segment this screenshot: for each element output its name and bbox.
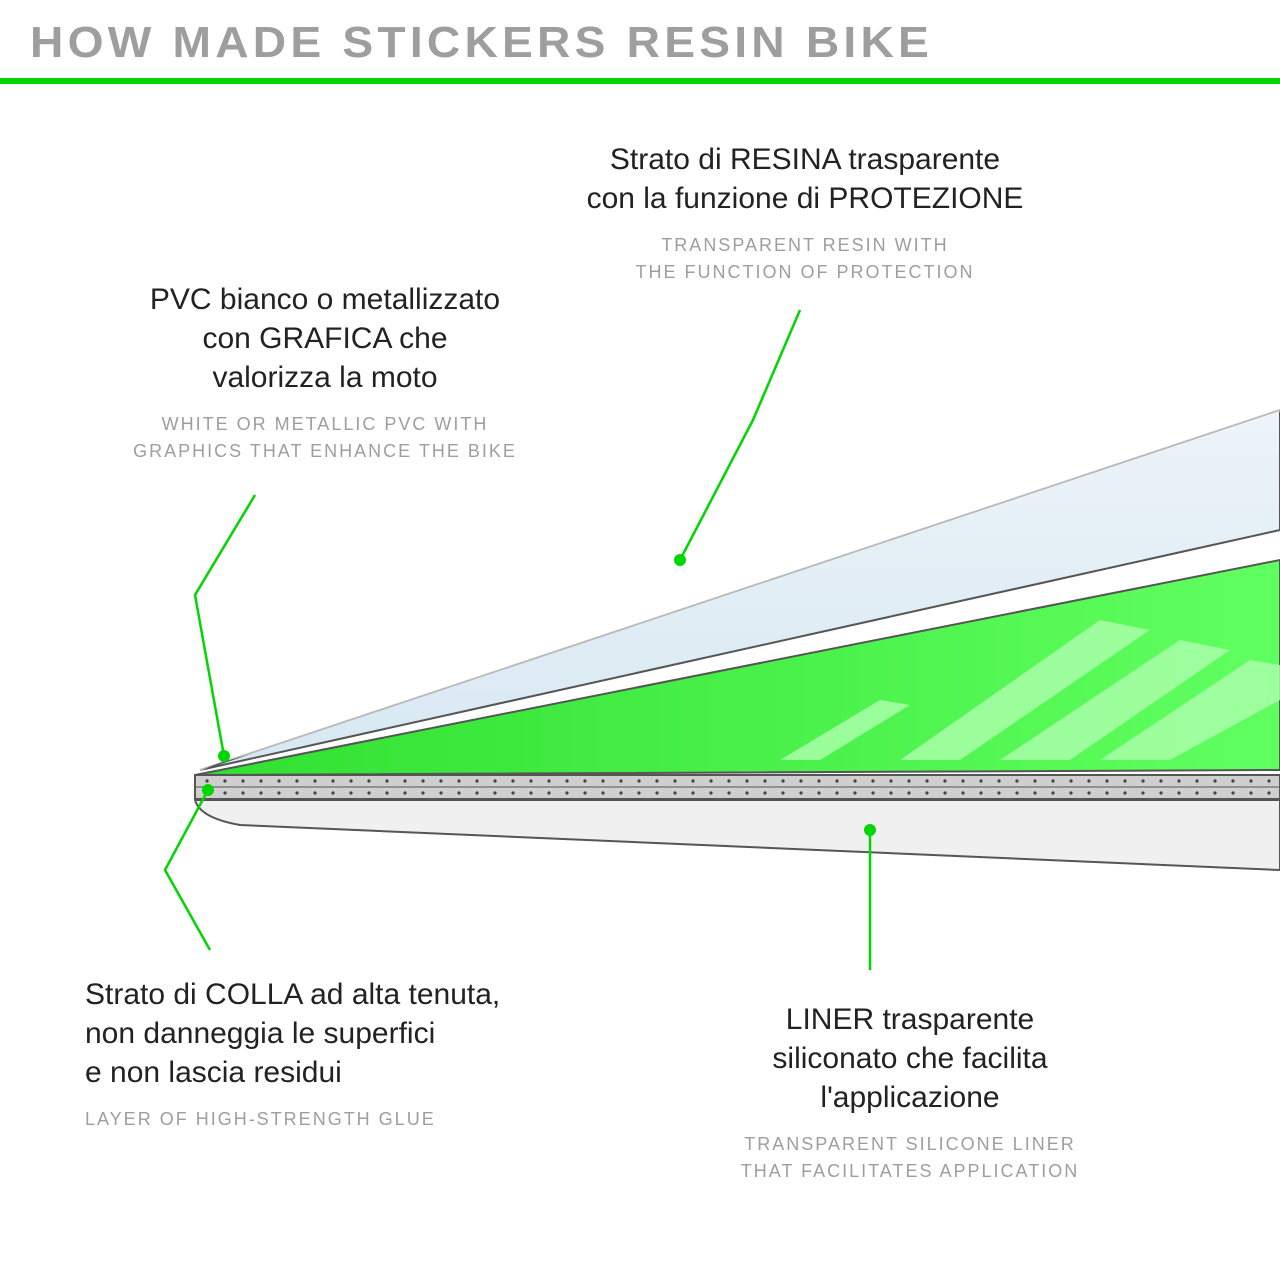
layer-diagram: [0, 0, 1280, 1280]
liner-layer: [195, 800, 1280, 870]
